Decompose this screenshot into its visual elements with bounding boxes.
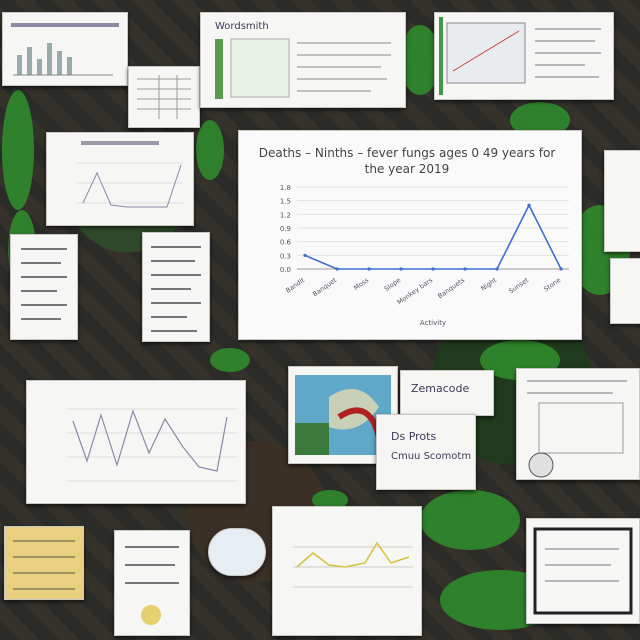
data-point bbox=[431, 267, 434, 270]
thumb-document-card: Wordsmith bbox=[200, 12, 406, 108]
data-point bbox=[527, 204, 530, 207]
thumb-poster-card bbox=[114, 530, 190, 636]
y-tick-label: 0.9 bbox=[280, 225, 291, 233]
thumb-edge-card-1 bbox=[604, 150, 640, 252]
x-tick-label: Bandit bbox=[284, 276, 306, 295]
x-tick-label: Night bbox=[479, 276, 498, 293]
x-tick-label: Sunset bbox=[507, 276, 530, 296]
thumb-yellow-card bbox=[4, 526, 84, 600]
thumb-label-card: Zemacode bbox=[400, 370, 494, 416]
data-point bbox=[399, 267, 402, 270]
thumb-yellow-line-card bbox=[272, 506, 422, 636]
x-tick-label: Monkey bars bbox=[396, 276, 435, 307]
data-point bbox=[463, 267, 466, 270]
note-card-line-1: Ds Prots bbox=[391, 431, 436, 442]
note-card-line-2: Cmuu Scomotm bbox=[391, 451, 471, 462]
label-card-text: Zemacode bbox=[411, 383, 469, 394]
x-tick-label: Moss bbox=[352, 276, 370, 292]
data-point bbox=[559, 267, 562, 270]
data-point bbox=[335, 267, 338, 270]
thumb-diagram-card bbox=[516, 368, 640, 480]
thumb-table-card bbox=[128, 66, 200, 128]
thumb-wave-chart-card bbox=[26, 380, 246, 504]
y-tick-label: 1.5 bbox=[280, 198, 291, 206]
y-tick-label: 0.0 bbox=[280, 266, 291, 274]
x-axis-label: Activity bbox=[420, 319, 446, 327]
data-point bbox=[367, 267, 370, 270]
thumb-edge-card-2 bbox=[610, 258, 640, 324]
y-tick-label: 0.6 bbox=[280, 239, 292, 247]
thumb-line-chart-card bbox=[46, 132, 194, 226]
thumb-frame-card bbox=[526, 518, 640, 624]
thumb-globe-card bbox=[208, 528, 266, 576]
thumb-text-card-2 bbox=[142, 232, 210, 342]
thumb-text-card-1 bbox=[10, 234, 78, 340]
main-chart-card: Deaths – Ninths – fever fungs ages 0 49 … bbox=[238, 130, 582, 340]
thumb-bar-chart-card bbox=[2, 12, 128, 86]
data-point bbox=[303, 254, 306, 257]
y-tick-label: 1.2 bbox=[280, 211, 291, 219]
main-line-chart: 0.0 0.3 0.6 0.9 1.2 1.5 1.8 Bandit Banquet Moss Sl… bbox=[239, 131, 581, 339]
y-tick-label: 1.8 bbox=[280, 184, 291, 192]
thumb-note-card: Ds Prots Cmuu Scomotm bbox=[376, 414, 476, 490]
y-tick-label: 0.3 bbox=[280, 252, 291, 260]
thumb-form-card bbox=[434, 12, 614, 100]
x-tick-label: Slope bbox=[383, 276, 402, 293]
data-point bbox=[495, 267, 498, 270]
x-tick-label: Banquet bbox=[311, 276, 338, 299]
x-tick-label: Stone bbox=[542, 276, 562, 293]
x-tick-label: Banquets bbox=[436, 276, 466, 301]
